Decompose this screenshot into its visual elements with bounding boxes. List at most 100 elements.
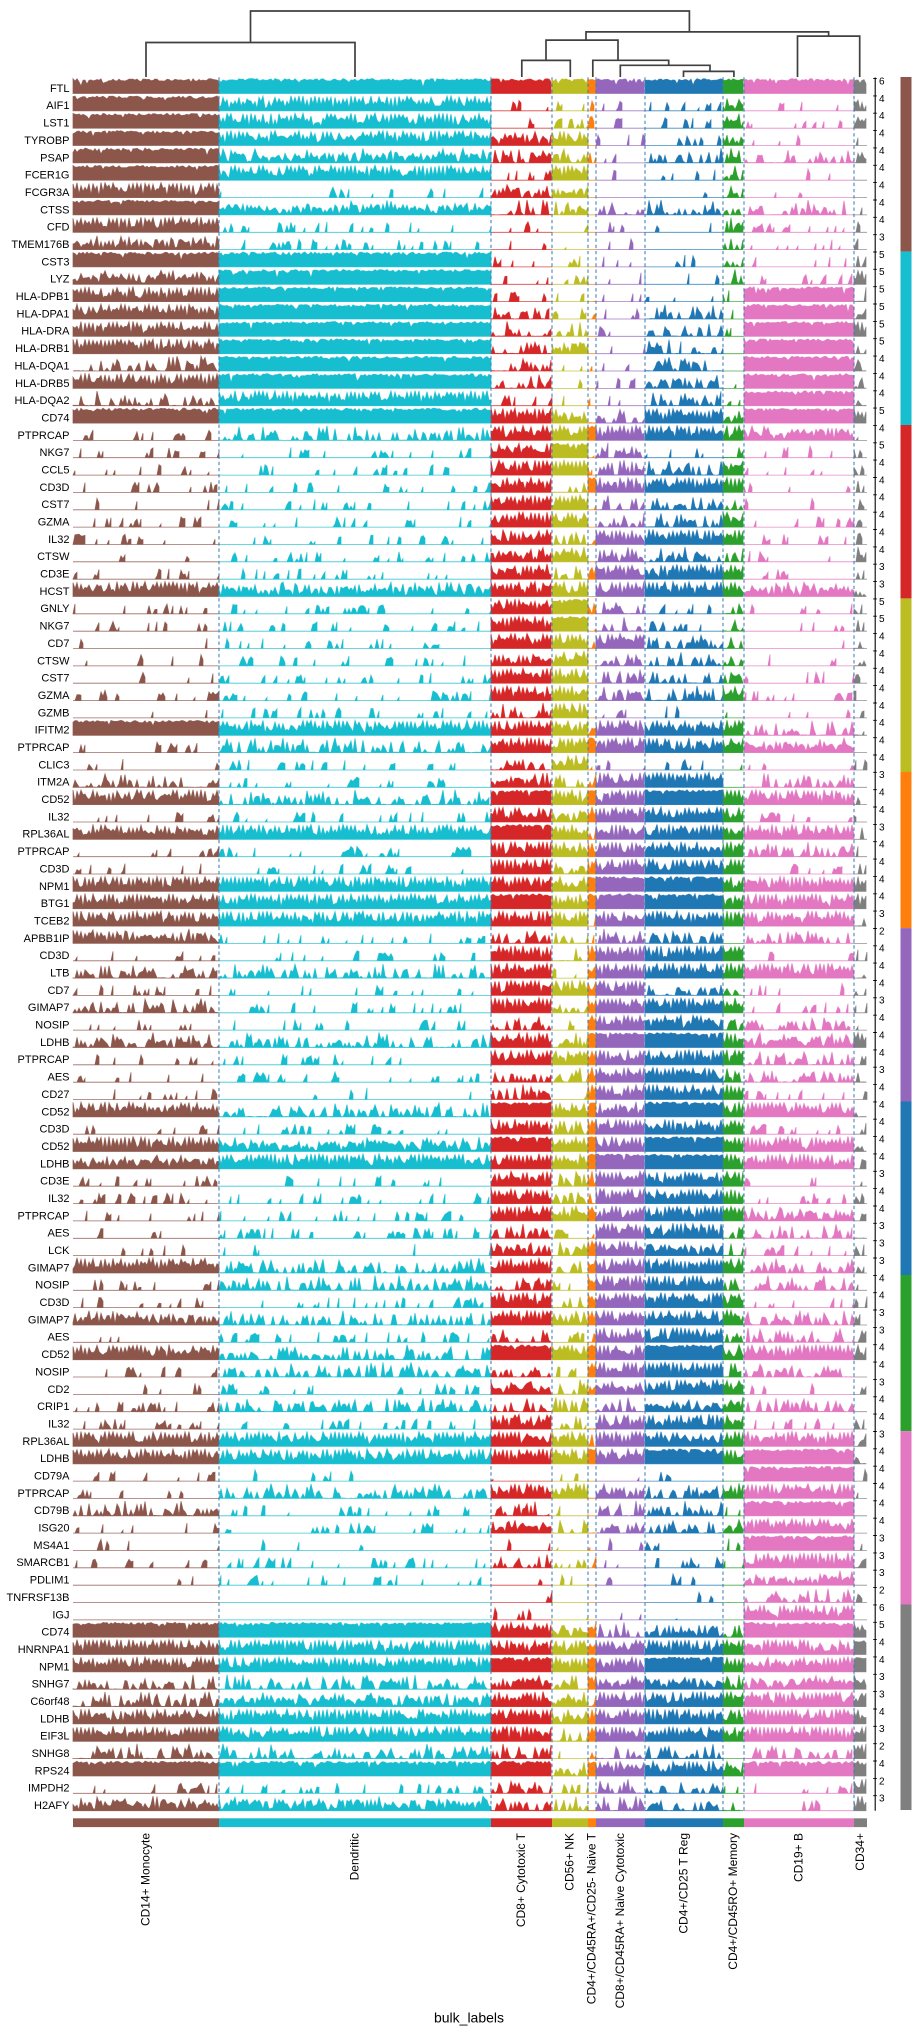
- svg-text:CD27: CD27: [41, 1089, 69, 1101]
- svg-text:CFD: CFD: [47, 222, 70, 234]
- svg-text:GZMA: GZMA: [38, 690, 70, 702]
- svg-text:4: 4: [879, 1343, 885, 1354]
- svg-text:CD19+ B: CD19+ B: [791, 1833, 805, 1882]
- svg-text:3: 3: [879, 1377, 885, 1388]
- svg-text:CD52: CD52: [41, 1141, 69, 1153]
- svg-text:4: 4: [879, 1204, 885, 1215]
- svg-text:2: 2: [879, 926, 885, 937]
- svg-text:TMEM176B: TMEM176B: [11, 239, 69, 251]
- svg-text:C6orf48: C6orf48: [30, 1696, 69, 1708]
- svg-text:5: 5: [879, 406, 885, 417]
- svg-text:3: 3: [879, 1169, 885, 1180]
- svg-text:4: 4: [879, 1360, 885, 1371]
- svg-text:4: 4: [879, 1291, 885, 1302]
- svg-text:CD52: CD52: [41, 1106, 69, 1118]
- svg-text:4: 4: [879, 163, 885, 174]
- svg-text:AIF1: AIF1: [46, 100, 69, 112]
- svg-text:3: 3: [879, 1690, 885, 1701]
- svg-text:4: 4: [879, 371, 885, 382]
- svg-text:4: 4: [879, 527, 885, 538]
- svg-text:HNRNPA1: HNRNPA1: [18, 1644, 70, 1656]
- svg-text:4: 4: [879, 840, 885, 851]
- svg-text:5: 5: [879, 267, 885, 278]
- svg-text:4: 4: [879, 632, 885, 643]
- svg-text:CST7: CST7: [41, 499, 69, 511]
- svg-text:5: 5: [879, 441, 885, 452]
- svg-text:HLA-DRB1: HLA-DRB1: [15, 343, 69, 355]
- svg-text:2: 2: [879, 1776, 885, 1787]
- svg-text:CTSW: CTSW: [37, 551, 70, 563]
- svg-text:ISG20: ISG20: [38, 1523, 69, 1535]
- svg-text:6: 6: [879, 1603, 885, 1614]
- svg-text:2: 2: [879, 1586, 885, 1597]
- svg-text:bulk_labels: bulk_labels: [434, 2010, 504, 2026]
- svg-text:4: 4: [879, 181, 885, 192]
- svg-text:CD7: CD7: [47, 985, 69, 997]
- svg-text:HLA-DRA: HLA-DRA: [21, 326, 70, 338]
- svg-text:4: 4: [879, 1707, 885, 1718]
- svg-text:3: 3: [879, 1239, 885, 1250]
- svg-text:4: 4: [879, 892, 885, 903]
- svg-text:4: 4: [879, 649, 885, 660]
- svg-text:4: 4: [879, 1083, 885, 1094]
- svg-text:5: 5: [879, 285, 885, 296]
- svg-text:NOSIP: NOSIP: [35, 1020, 69, 1032]
- svg-text:GZMA: GZMA: [38, 517, 70, 529]
- svg-text:4: 4: [879, 1464, 885, 1475]
- svg-text:4: 4: [879, 1048, 885, 1059]
- svg-text:AES: AES: [47, 1228, 69, 1240]
- svg-text:IL32: IL32: [48, 534, 69, 546]
- svg-text:3: 3: [879, 1724, 885, 1735]
- svg-text:CD3D: CD3D: [40, 1124, 70, 1136]
- svg-text:CD79B: CD79B: [34, 1505, 69, 1517]
- svg-text:FCGR3A: FCGR3A: [25, 187, 70, 199]
- svg-text:CD3E: CD3E: [40, 569, 69, 581]
- svg-text:CST7: CST7: [41, 673, 69, 685]
- svg-text:PSAP: PSAP: [40, 152, 69, 164]
- svg-text:3: 3: [879, 1429, 885, 1440]
- svg-text:5: 5: [879, 337, 885, 348]
- svg-text:TYROBP: TYROBP: [24, 135, 69, 147]
- svg-text:3: 3: [879, 1568, 885, 1579]
- svg-text:4: 4: [879, 354, 885, 365]
- svg-text:CD4+/CD45RA+/CD25- Naive T: CD4+/CD45RA+/CD25- Naive T: [584, 1832, 598, 2004]
- svg-text:3: 3: [879, 1256, 885, 1267]
- svg-text:CD14+ Monocyte: CD14+ Monocyte: [138, 1833, 152, 1926]
- svg-text:CD3D: CD3D: [40, 1297, 70, 1309]
- svg-text:3: 3: [879, 822, 885, 833]
- svg-text:3: 3: [879, 1794, 885, 1805]
- svg-text:4: 4: [879, 1135, 885, 1146]
- svg-text:FCER1G: FCER1G: [25, 170, 70, 182]
- svg-text:CD8+ Cytotoxic T: CD8+ Cytotoxic T: [514, 1832, 528, 1927]
- svg-text:LDHB: LDHB: [40, 1037, 69, 1049]
- svg-text:CD74: CD74: [41, 413, 69, 425]
- svg-text:PTPRCAP: PTPRCAP: [18, 1054, 70, 1066]
- svg-text:ITM2A: ITM2A: [37, 777, 70, 789]
- svg-text:LST1: LST1: [43, 118, 69, 130]
- svg-text:CCL5: CCL5: [41, 465, 69, 477]
- svg-text:4: 4: [879, 944, 885, 955]
- svg-text:IL32: IL32: [48, 1193, 69, 1205]
- svg-text:SNHG7: SNHG7: [32, 1679, 70, 1691]
- svg-text:CD74: CD74: [41, 1627, 69, 1639]
- svg-text:HCST: HCST: [40, 586, 70, 598]
- svg-text:3: 3: [879, 1325, 885, 1336]
- svg-text:4: 4: [879, 1187, 885, 1198]
- svg-text:3: 3: [879, 1065, 885, 1076]
- svg-text:SNHG8: SNHG8: [32, 1748, 70, 1760]
- svg-text:3: 3: [879, 909, 885, 920]
- svg-text:GIMAP7: GIMAP7: [28, 1314, 70, 1326]
- svg-text:IFITM2: IFITM2: [35, 725, 70, 737]
- svg-text:LDHB: LDHB: [40, 1713, 69, 1725]
- svg-text:CRIP1: CRIP1: [37, 1401, 69, 1413]
- svg-text:4: 4: [879, 857, 885, 868]
- svg-text:4: 4: [879, 1273, 885, 1284]
- svg-text:LYZ: LYZ: [50, 274, 70, 286]
- svg-text:PDLIM1: PDLIM1: [30, 1575, 70, 1587]
- svg-text:MS4A1: MS4A1: [33, 1540, 69, 1552]
- svg-text:4: 4: [879, 545, 885, 556]
- svg-text:5: 5: [879, 319, 885, 330]
- svg-text:4: 4: [879, 788, 885, 799]
- svg-text:NPM1: NPM1: [39, 881, 70, 893]
- svg-text:IL32: IL32: [48, 1419, 69, 1431]
